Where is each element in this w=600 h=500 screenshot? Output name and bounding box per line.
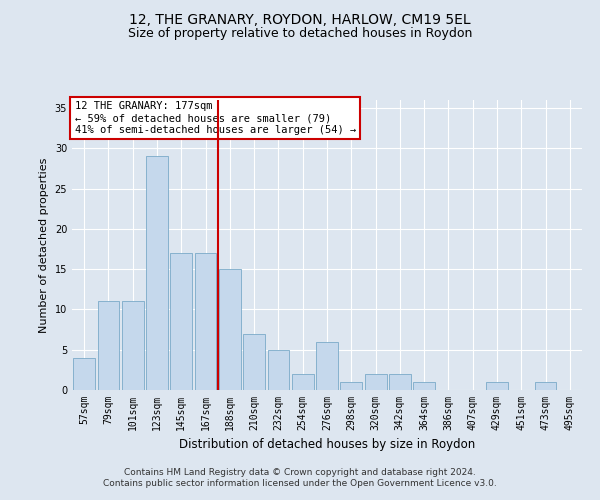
Bar	[268, 350, 289, 390]
Text: 12, THE GRANARY, ROYDON, HARLOW, CM19 5EL: 12, THE GRANARY, ROYDON, HARLOW, CM19 5E…	[129, 12, 471, 26]
Bar	[486, 382, 508, 390]
Bar	[219, 269, 241, 390]
Bar	[243, 334, 265, 390]
Bar	[292, 374, 314, 390]
Bar	[535, 382, 556, 390]
Bar	[340, 382, 362, 390]
Bar	[97, 302, 119, 390]
Bar	[389, 374, 411, 390]
Bar	[146, 156, 168, 390]
Bar	[170, 253, 192, 390]
Y-axis label: Number of detached properties: Number of detached properties	[39, 158, 49, 332]
Bar	[122, 302, 143, 390]
Bar	[194, 253, 217, 390]
Bar	[316, 342, 338, 390]
X-axis label: Distribution of detached houses by size in Roydon: Distribution of detached houses by size …	[179, 438, 475, 452]
Bar	[365, 374, 386, 390]
Bar	[73, 358, 95, 390]
Text: 12 THE GRANARY: 177sqm
← 59% of detached houses are smaller (79)
41% of semi-det: 12 THE GRANARY: 177sqm ← 59% of detached…	[74, 102, 356, 134]
Text: Contains HM Land Registry data © Crown copyright and database right 2024.
Contai: Contains HM Land Registry data © Crown c…	[103, 468, 497, 487]
Bar	[413, 382, 435, 390]
Text: Size of property relative to detached houses in Roydon: Size of property relative to detached ho…	[128, 28, 472, 40]
